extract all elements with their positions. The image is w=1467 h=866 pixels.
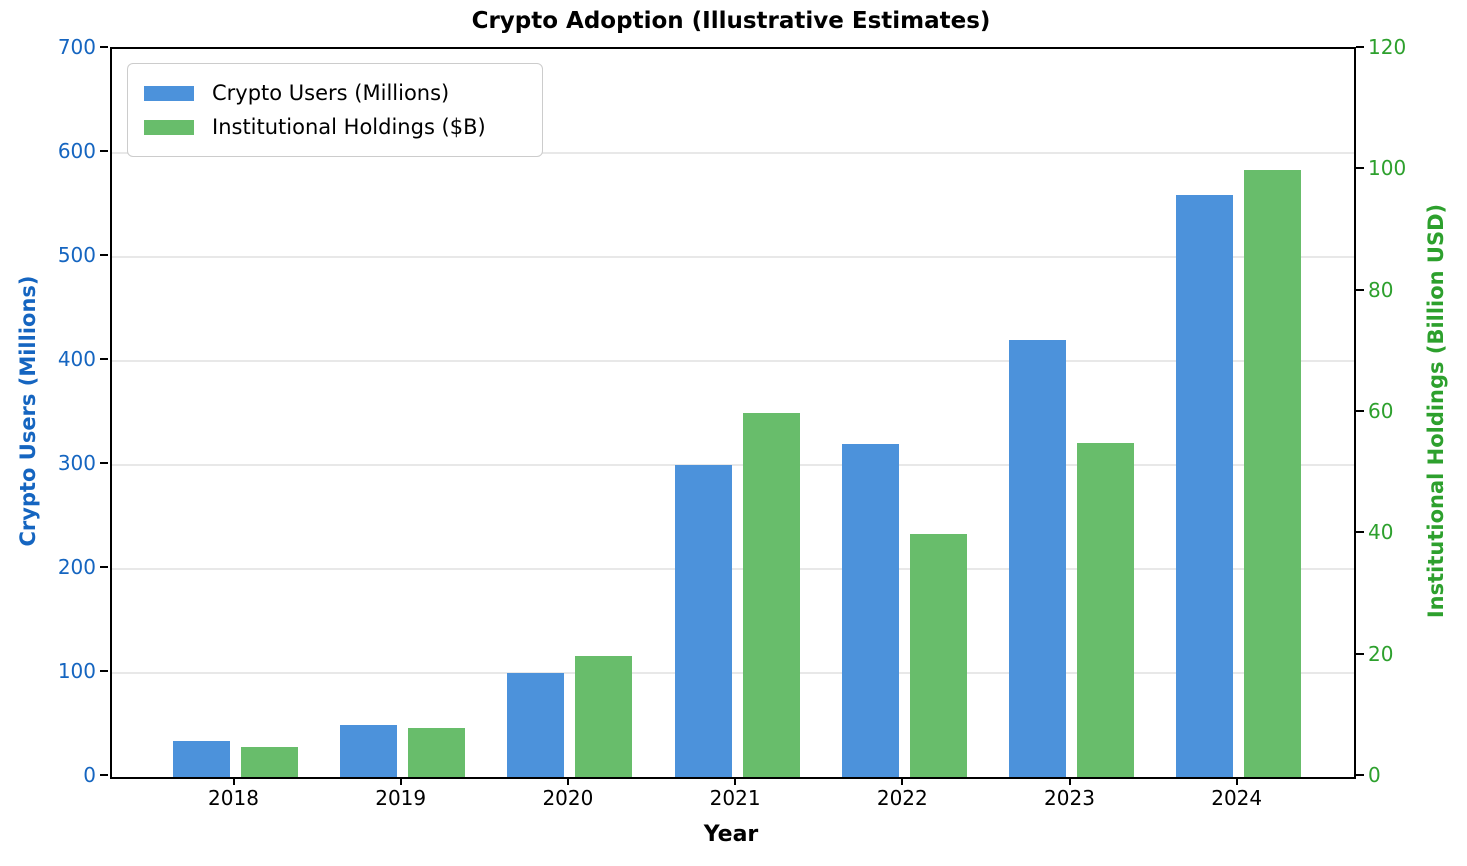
y-axis-left-label: Crypto Users (Millions) <box>16 275 40 547</box>
bar-users-2020 <box>507 673 565 777</box>
legend-item-holdings: Institutional Holdings ($B) <box>144 110 526 144</box>
gridline-600 <box>112 152 1354 154</box>
x-tick-label-2020: 2020 <box>542 786 594 810</box>
bar-users-2019 <box>340 725 398 777</box>
y-left-tick-label-100: 100 <box>57 659 96 683</box>
y-left-tick-mark-100 <box>100 670 108 672</box>
bar-holdings-2018 <box>241 746 298 777</box>
bar-users-2018 <box>173 740 230 777</box>
x-tick-label-2024: 2024 <box>1211 786 1263 810</box>
holdings-legend-swatch-icon <box>144 119 194 135</box>
y-right-tick-label-100: 100 <box>1368 156 1407 181</box>
y-right-tick-mark-120 <box>1356 46 1364 48</box>
y-left-tick-label-0: 0 <box>83 763 96 787</box>
x-tick-label-2019: 2019 <box>375 786 427 810</box>
y-left-tick-label-600: 600 <box>57 139 96 163</box>
bar-holdings-2023 <box>1077 443 1134 777</box>
gridline-200 <box>112 568 1354 570</box>
legend-label-holdings: Institutional Holdings ($B) <box>212 115 486 139</box>
y-left-tick-label-200: 200 <box>57 555 96 579</box>
y-right-tick-label-80: 80 <box>1368 277 1394 302</box>
bar-holdings-2022 <box>909 534 967 777</box>
y-left-tick-mark-400 <box>100 358 108 360</box>
legend-label-users: Crypto Users (Millions) <box>212 81 450 105</box>
chart-title: Crypto Adoption (Illustrative Estimates) <box>471 8 991 34</box>
x-tick-mark-2021 <box>734 777 737 785</box>
y-right-tick-label-0: 0 <box>1368 763 1381 787</box>
legend-item-users: Crypto Users (Millions) <box>144 76 526 110</box>
y-right-tick-label-60: 60 <box>1368 399 1394 423</box>
y-right-tick-mark-60 <box>1356 410 1364 412</box>
y-right-tick-label-20: 20 <box>1368 641 1394 666</box>
y-left-tick-mark-200 <box>100 566 108 568</box>
y-right-tick-mark-100 <box>1356 167 1364 170</box>
gridline-300 <box>112 464 1354 466</box>
y-axis-right-label: Institutional Holdings (Billion USD) <box>1424 203 1448 619</box>
bar-users-2024 <box>1176 194 1234 777</box>
bar-holdings-2021 <box>742 413 800 777</box>
x-tick-mark-2022 <box>901 777 904 785</box>
y-left-tick-label-500: 500 <box>57 243 96 267</box>
x-axis-label: Year <box>703 822 759 847</box>
y-right-tick-mark-0 <box>1356 774 1364 776</box>
x-tick-mark-2024 <box>1235 777 1238 785</box>
y-left-tick-label-700: 700 <box>57 35 96 59</box>
users-legend-swatch-icon <box>144 85 194 101</box>
x-tick-label-2018: 2018 <box>208 786 259 810</box>
y-left-tick-mark-700 <box>100 46 108 48</box>
x-tick-mark-2020 <box>566 777 569 785</box>
y-left-tick-mark-0 <box>100 774 108 776</box>
x-tick-mark-2018 <box>232 777 235 785</box>
x-tick-label-2021: 2021 <box>709 786 761 810</box>
x-tick-mark-2023 <box>1068 777 1071 785</box>
y-left-tick-mark-600 <box>100 150 108 152</box>
y-right-tick-label-120: 120 <box>1368 35 1407 59</box>
gridline-500 <box>112 256 1354 258</box>
bar-users-2023 <box>1009 340 1066 777</box>
bar-users-2021 <box>674 465 732 777</box>
legend: Crypto Users (Millions) Institutional Ho… <box>127 63 543 157</box>
y-left-tick-mark-300 <box>100 462 108 464</box>
y-left-tick-label-400: 400 <box>57 347 96 371</box>
y-right-tick-label-40: 40 <box>1368 520 1394 545</box>
x-tick-label-2022: 2022 <box>876 786 928 810</box>
y-left-tick-label-300: 300 <box>57 451 96 475</box>
bar-holdings-2024 <box>1244 170 1302 777</box>
plot-area: Crypto Users (Millions) Institutional Ho… <box>110 47 1356 779</box>
bar-holdings-2020 <box>575 655 633 777</box>
bar-users-2022 <box>841 444 899 777</box>
y-right-tick-mark-40 <box>1356 531 1364 534</box>
y-left-tick-mark-500 <box>100 254 108 256</box>
gridline-100 <box>112 672 1354 674</box>
y-right-tick-mark-80 <box>1356 288 1364 291</box>
gridline-400 <box>112 360 1354 362</box>
x-tick-mark-2019 <box>399 777 402 785</box>
bar-holdings-2019 <box>408 728 466 777</box>
x-tick-label-2023: 2023 <box>1044 786 1095 810</box>
y-right-tick-mark-20 <box>1356 652 1364 655</box>
